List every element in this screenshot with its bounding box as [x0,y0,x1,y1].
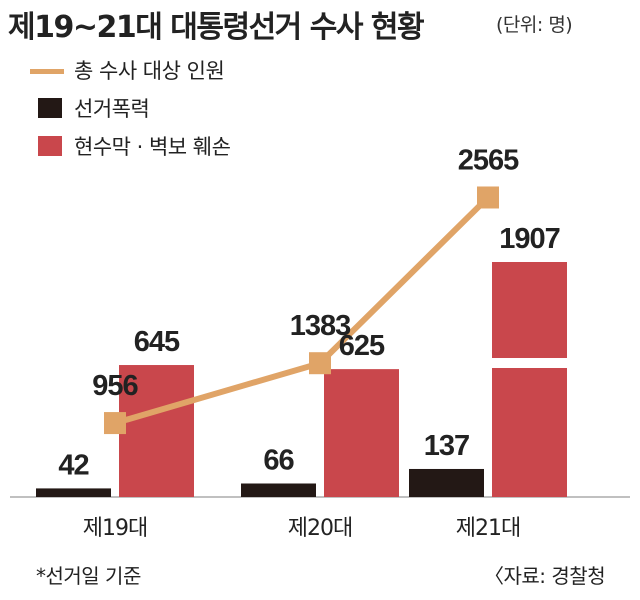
source-note: 〈자료: 경찰청 [484,564,606,588]
bar-damage [324,369,399,497]
category-label: 제19대 [83,516,147,541]
bar-damage-upper [492,261,567,358]
value-label-violence: 66 [263,444,294,476]
footnote-basis: *선거일 기준 [36,564,141,588]
legend-label-total: 총 수사 대상 인원 [74,59,225,83]
legend-label-violence: 선거폭력 [74,97,150,121]
value-label-damage: 645 [134,326,180,358]
value-label-violence: 137 [424,430,469,462]
value-label-total: 956 [92,370,138,402]
label-layer: 42 645 제19대 66 625 제20대 137 1907 제21대 956 1383 2565 [58,144,560,541]
value-label-violence: 42 [58,449,88,481]
value-label-damage: 625 [339,330,385,362]
chart-title: 제19~21대 대통령선거 수사 현황 [8,10,425,45]
total-marker [309,352,331,375]
total-marker [104,412,126,435]
legend-violence-swatch [38,98,62,118]
bar-damage-lower [492,367,567,497]
value-label-damage: 1907 [499,223,560,255]
bar-violence [241,483,316,497]
legend-label-damage: 현수막 · 벽보 훼손 [74,135,231,159]
bar-layer [10,261,630,498]
category-label: 제20대 [288,516,352,541]
bar-violence [409,468,484,497]
bar-damage [119,365,194,497]
bar-violence [36,488,111,497]
value-label-total: 2565 [458,144,519,176]
unit-label: (단위: 명) [496,14,573,36]
line-layer [104,186,499,435]
legend-damage-swatch [38,136,62,156]
legend-line-swatch [30,69,64,74]
category-label: 제21대 [456,516,520,541]
total-marker [477,186,499,209]
value-label-total: 1383 [290,310,351,342]
